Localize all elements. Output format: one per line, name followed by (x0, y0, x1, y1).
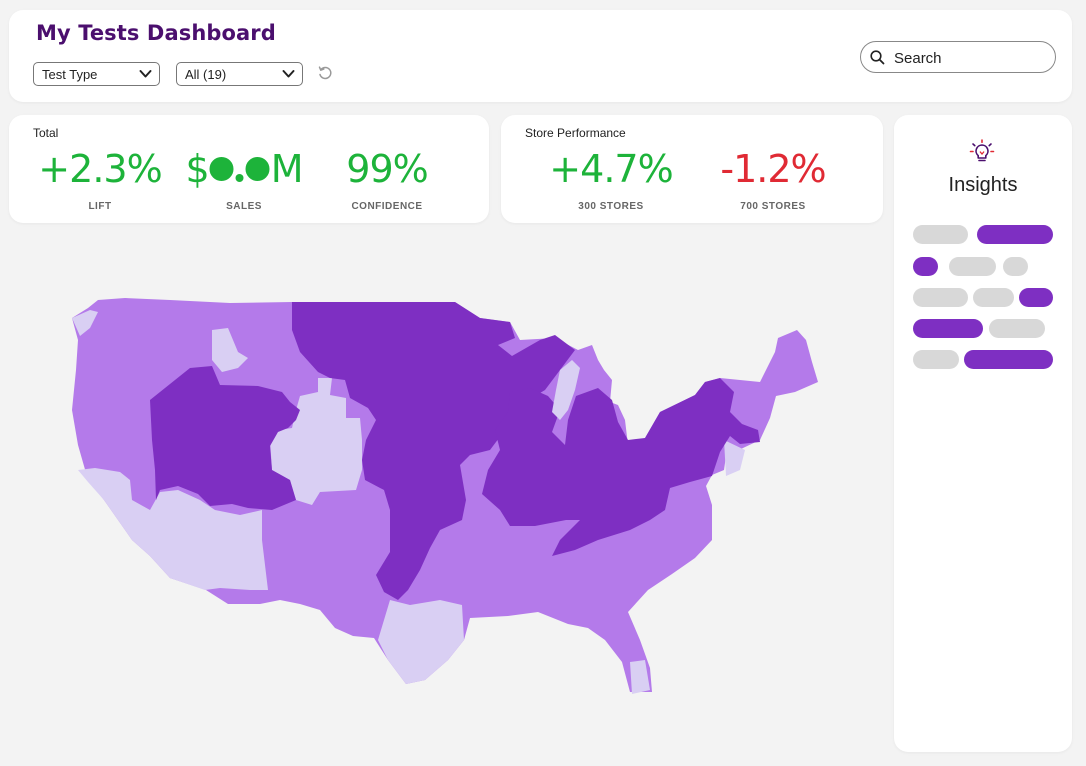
kpi-card-title: Total (33, 126, 59, 140)
insight-placeholder-pill (973, 288, 1014, 307)
us-map-region-light (630, 660, 650, 694)
masked-decimal-icon (235, 174, 244, 182)
confidence-value: 99% (346, 147, 428, 191)
insight-placeholder-pill (1003, 257, 1028, 276)
us-map-region-light (270, 378, 362, 505)
insight-placeholder-pill (913, 288, 968, 307)
insight-placeholder-pill (913, 350, 959, 369)
us-map-region-light (212, 328, 248, 372)
store-group-2-label: 700 STORES (740, 201, 806, 212)
us-map-region-dark (292, 302, 575, 600)
insight-placeholder-pill (989, 319, 1045, 338)
insights-panel: Insights (894, 115, 1072, 752)
lift-value: +2.3% (38, 147, 162, 191)
insight-placeholder-pill (949, 257, 996, 276)
us-map-region-dark (150, 366, 300, 510)
chevron-down-icon (139, 70, 152, 78)
us-map-region-light (72, 310, 98, 336)
masked-digit-icon (209, 156, 234, 181)
us-map-region-light (78, 468, 268, 590)
kpi-card-title: Store Performance (525, 126, 626, 140)
insight-placeholder-pill (964, 350, 1053, 369)
total-kpi-card: Total +2.3% LIFT $ M SALES 99% CONFIDENCE (9, 115, 489, 223)
chevron-down-icon (282, 70, 295, 78)
header-card: My Tests Dashboard Test Type All (19) (9, 10, 1072, 102)
store-group-1-value: +4.7% (549, 147, 673, 191)
search-input[interactable] (894, 48, 1044, 68)
page-title: My Tests Dashboard (36, 21, 276, 45)
sales-value-prefix: $ (185, 147, 210, 191)
insight-placeholder-pill (1019, 288, 1053, 307)
us-map-lake (552, 360, 580, 420)
insight-placeholder-pill (913, 257, 938, 276)
lightbulb-icon (969, 139, 995, 162)
us-map-region-light (724, 440, 745, 476)
masked-digit-icon (245, 156, 270, 181)
confidence-label: CONFIDENCE (351, 201, 423, 212)
store-group-2-value: -1.2% (720, 147, 826, 191)
insight-placeholder-pill (913, 225, 968, 244)
test-filter-dropdown-value: All (19) (185, 67, 227, 82)
lift-label: LIFT (88, 201, 112, 212)
sales-value-suffix: M (270, 147, 304, 191)
test-type-dropdown-value: Test Type (42, 67, 98, 82)
us-map-region-dark (482, 378, 760, 556)
test-filter-dropdown[interactable]: All (19) (176, 62, 303, 86)
search-icon (870, 50, 885, 65)
test-type-dropdown[interactable]: Test Type (33, 62, 160, 86)
sales-label: SALES (226, 201, 262, 212)
search-box[interactable] (860, 41, 1056, 73)
sales-value: $ M (185, 145, 304, 193)
us-map-region-light (378, 600, 464, 684)
us-choropleth-map (72, 298, 818, 694)
reset-icon[interactable] (316, 64, 334, 82)
store-group-1-label: 300 STORES (578, 201, 644, 212)
insight-placeholder-pill (913, 319, 983, 338)
insight-placeholder-pill (977, 225, 1053, 244)
insights-title: Insights (948, 174, 1018, 196)
store-performance-kpi-card: Store Performance +4.7% 300 STORES -1.2%… (501, 115, 883, 223)
